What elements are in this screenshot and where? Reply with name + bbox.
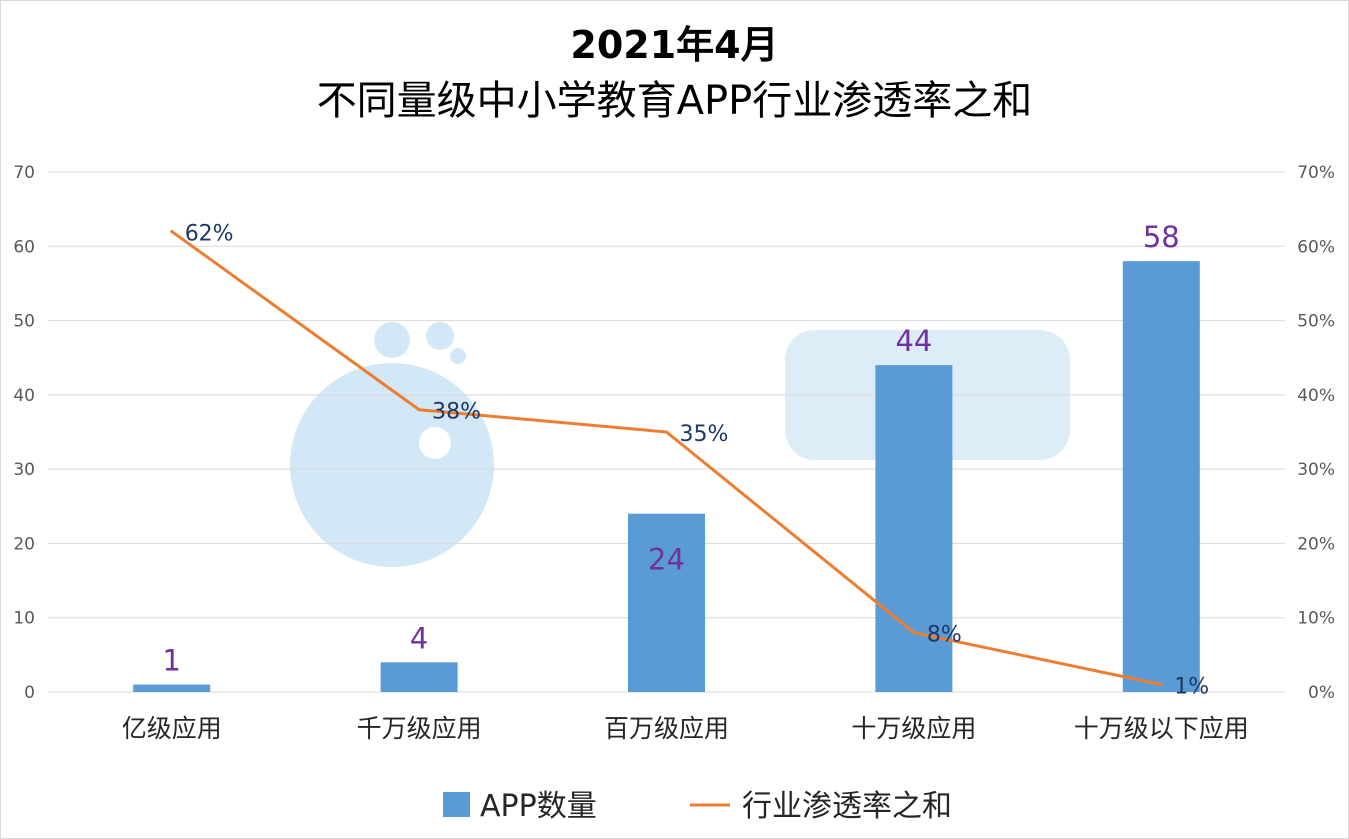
line-point — [417, 408, 421, 412]
y-left-tick-label: 70 — [13, 163, 35, 183]
bar-data-label: 4 — [410, 621, 428, 655]
line-point — [665, 430, 668, 434]
line-point — [1159, 683, 1163, 687]
legend-bar-swatch — [443, 792, 470, 817]
bar — [133, 684, 211, 692]
line-data-label: 38% — [432, 400, 481, 425]
line-data-label: 1% — [1174, 675, 1209, 700]
y-left-tick-label: 10 — [13, 609, 35, 629]
line-data-label: 35% — [680, 422, 729, 447]
chart-title: 2021年4月 — [570, 23, 779, 67]
line-data-label: 8% — [927, 623, 962, 648]
y-right-tick-label: 10% — [1297, 609, 1335, 629]
y-right-tick-label: 0% — [1308, 683, 1335, 703]
x-tick-label: 千万级应用 — [357, 714, 482, 743]
legend-line-label: 行业渗透率之和 — [742, 789, 952, 824]
line-data-label: 62% — [185, 221, 234, 246]
bar-data-label: 1 — [162, 644, 180, 678]
y-left-tick-label: 60 — [13, 237, 35, 257]
x-tick-label: 百万级应用 — [604, 714, 729, 743]
x-tick-label: 亿级应用 — [122, 714, 222, 743]
y-left-tick-label: 40 — [13, 386, 35, 406]
y-right-tick-label: 60% — [1297, 237, 1335, 257]
line-point — [912, 631, 916, 635]
bar-data-label: 44 — [895, 324, 932, 358]
y-left-tick-label: 0 — [24, 683, 35, 703]
bar-data-label: 58 — [1143, 220, 1180, 254]
y-right-tick-label: 70% — [1297, 163, 1335, 183]
y-right-tick-label: 20% — [1297, 534, 1335, 554]
y-left-tick-label: 50 — [13, 312, 35, 332]
x-tick-label: 十万级应用 — [851, 714, 976, 743]
watermark-whale-icon — [290, 363, 494, 567]
bar — [628, 513, 705, 692]
bar-data-label: 24 — [648, 543, 685, 577]
chart-subtitle: 不同量级中小学教育APP行业渗透率之和 — [316, 78, 1033, 124]
y-right-tick-label: 50% — [1297, 312, 1335, 332]
y-right-tick-label: 40% — [1297, 386, 1335, 406]
y-left-tick-label: 20 — [13, 534, 35, 554]
bar — [1122, 261, 1200, 692]
y-right-tick-label: 30% — [1297, 460, 1335, 480]
y-left-tick-label: 30 — [13, 460, 35, 480]
line-point — [170, 229, 174, 233]
legend-bar-label: APP数量 — [480, 789, 597, 824]
bar — [380, 662, 458, 692]
watermark-logo — [290, 322, 1070, 567]
x-tick-label: 十万级以下应用 — [1074, 714, 1249, 743]
